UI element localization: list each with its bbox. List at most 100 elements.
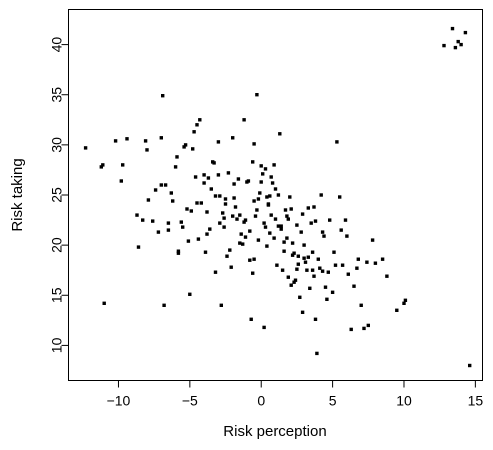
x-axis: −10 −5 0 5 10 15	[107, 380, 483, 409]
data-point	[265, 195, 269, 199]
data-point	[191, 147, 195, 151]
data-point	[330, 290, 335, 294]
data-point	[315, 351, 319, 356]
data-point	[223, 197, 228, 201]
data-point	[339, 228, 343, 232]
data-point	[193, 175, 198, 179]
data-point	[229, 265, 233, 269]
y-tick-label: 10	[49, 337, 65, 353]
data-point	[146, 198, 151, 202]
data-point	[269, 175, 273, 179]
data-point	[335, 140, 339, 144]
data-point	[309, 221, 313, 225]
data-point	[159, 183, 163, 187]
data-point	[145, 148, 149, 152]
data-point	[313, 317, 318, 321]
data-point	[320, 269, 325, 273]
data-point	[181, 225, 185, 229]
data-point	[255, 208, 259, 212]
data-point	[253, 214, 258, 218]
data-point	[286, 275, 290, 279]
data-point	[182, 145, 186, 149]
data-point	[312, 205, 316, 209]
data-point	[300, 310, 305, 314]
data-point	[113, 139, 118, 143]
data-point	[218, 194, 222, 198]
data-point	[196, 237, 201, 241]
data-point	[366, 323, 370, 328]
data-point	[228, 248, 232, 252]
data-point	[302, 256, 306, 260]
data-point	[402, 301, 406, 305]
data-point	[249, 317, 253, 321]
data-point	[248, 229, 252, 233]
data-point	[162, 303, 166, 307]
data-point	[306, 206, 310, 210]
data-point	[243, 218, 248, 222]
y-axis: 10 15 20 25 30 35 40	[49, 37, 69, 353]
data-point	[231, 136, 235, 140]
data-point	[256, 197, 261, 201]
data-point	[270, 181, 275, 185]
data-point	[293, 278, 298, 282]
data-point	[332, 250, 336, 254]
data-point	[268, 231, 272, 235]
data-point	[333, 263, 338, 267]
data-point	[242, 220, 246, 224]
data-point	[456, 39, 460, 44]
data-point	[272, 236, 276, 240]
data-point	[199, 201, 203, 205]
data-point	[370, 238, 375, 242]
data-point	[292, 280, 296, 284]
data-point	[195, 201, 199, 205]
y-tick-label: 20	[49, 237, 65, 253]
data-point	[276, 193, 281, 197]
data-point	[322, 234, 326, 238]
data-point	[102, 301, 106, 305]
data-point	[236, 177, 241, 181]
data-point	[218, 221, 222, 225]
data-point	[243, 235, 248, 239]
data-point	[195, 123, 199, 127]
data-point	[256, 238, 261, 242]
data-point	[312, 274, 316, 278]
data-point	[239, 232, 243, 236]
data-point	[232, 182, 236, 186]
data-point	[302, 243, 306, 247]
data-point	[286, 217, 290, 221]
data-point	[222, 225, 226, 229]
data-point	[306, 255, 310, 259]
data-point	[385, 274, 389, 278]
data-point	[305, 268, 309, 272]
data-point	[203, 250, 208, 254]
data-point	[362, 326, 366, 331]
x-tick-label: 5	[329, 393, 337, 409]
data-point	[282, 240, 286, 244]
data-point	[99, 165, 103, 169]
data-point	[151, 219, 155, 223]
data-point	[141, 218, 145, 222]
data-point	[188, 292, 192, 296]
data-point	[161, 94, 165, 98]
data-point	[101, 163, 105, 167]
data-point	[198, 118, 202, 122]
data-point	[283, 208, 288, 212]
data-point	[303, 260, 308, 264]
data-point	[206, 176, 211, 180]
data-point	[442, 43, 446, 48]
data-point	[252, 142, 256, 146]
data-point	[266, 202, 271, 206]
data-point	[135, 213, 139, 217]
data-point	[263, 225, 268, 229]
data-point	[261, 172, 265, 176]
data-point	[316, 257, 320, 261]
data-point	[280, 268, 285, 272]
data-point	[450, 26, 455, 31]
data-point	[338, 195, 342, 199]
data-point	[308, 286, 312, 290]
data-point	[211, 160, 215, 164]
data-point	[175, 155, 179, 159]
data-point	[459, 42, 463, 47]
data-point	[275, 263, 279, 267]
